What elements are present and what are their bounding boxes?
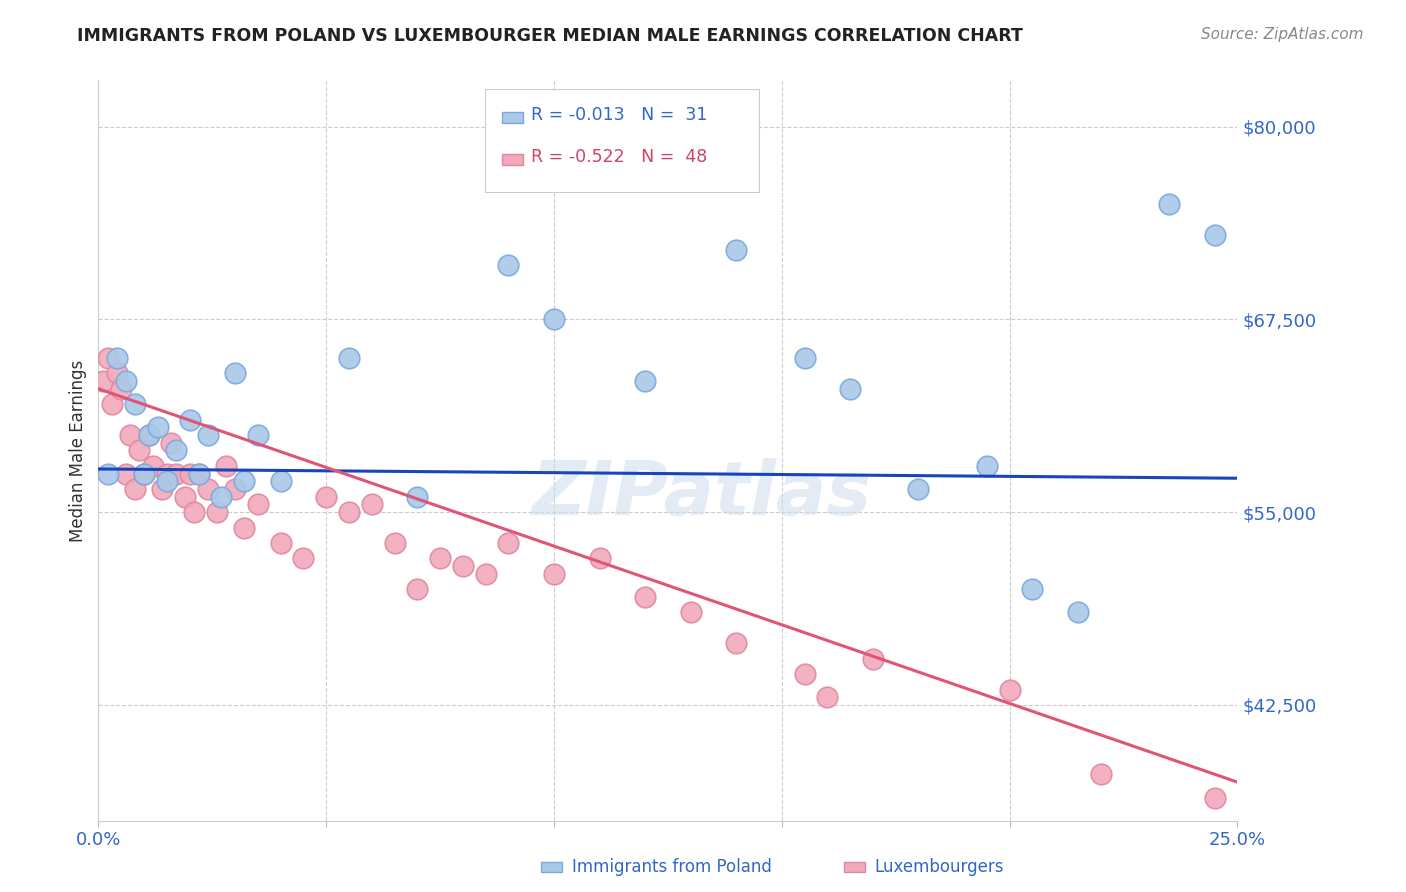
Point <box>976 458 998 473</box>
Point <box>215 458 238 473</box>
Point <box>96 467 118 481</box>
Point <box>124 482 146 496</box>
Point <box>1090 767 1112 781</box>
Point <box>315 490 337 504</box>
Text: R = -0.013   N =  31: R = -0.013 N = 31 <box>531 106 707 124</box>
Point <box>292 551 315 566</box>
Point <box>160 435 183 450</box>
Point <box>224 482 246 496</box>
Point <box>429 551 451 566</box>
Point <box>543 312 565 326</box>
Point <box>101 397 124 411</box>
Point <box>360 498 382 512</box>
Point <box>187 467 209 481</box>
Point <box>183 505 205 519</box>
Point <box>543 566 565 581</box>
Point <box>337 505 360 519</box>
Point <box>1204 227 1226 242</box>
Point <box>793 667 815 681</box>
Point <box>110 382 132 396</box>
Point <box>679 606 702 620</box>
Text: Source: ZipAtlas.com: Source: ZipAtlas.com <box>1201 27 1364 42</box>
Point <box>96 351 118 365</box>
Point <box>406 582 429 597</box>
Point <box>406 490 429 504</box>
Point <box>725 636 748 650</box>
Point <box>224 367 246 381</box>
Point <box>156 467 179 481</box>
Point <box>725 243 748 257</box>
Point <box>91 374 114 388</box>
Text: Luxembourgers: Luxembourgers <box>875 858 1004 876</box>
Point <box>1204 790 1226 805</box>
Point <box>132 467 155 481</box>
Point <box>451 559 474 574</box>
Point <box>246 498 269 512</box>
Point <box>998 682 1021 697</box>
Point <box>498 259 520 273</box>
Point <box>105 367 128 381</box>
Point <box>815 690 838 705</box>
Text: R = -0.522   N =  48: R = -0.522 N = 48 <box>531 148 707 166</box>
Point <box>174 490 197 504</box>
Point <box>156 475 179 489</box>
Point <box>114 374 136 388</box>
Point <box>165 467 187 481</box>
Point <box>233 520 256 534</box>
Text: IMMIGRANTS FROM POLAND VS LUXEMBOURGER MEDIAN MALE EARNINGS CORRELATION CHART: IMMIGRANTS FROM POLAND VS LUXEMBOURGER M… <box>77 27 1024 45</box>
Point <box>146 420 169 434</box>
Point <box>179 467 201 481</box>
Point <box>270 475 292 489</box>
Point <box>270 536 292 550</box>
Point <box>205 505 228 519</box>
Point <box>1021 582 1043 597</box>
Point <box>384 536 406 550</box>
Point <box>179 412 201 426</box>
Point <box>209 490 232 504</box>
Text: Immigrants from Poland: Immigrants from Poland <box>572 858 772 876</box>
Point <box>197 428 219 442</box>
Point <box>138 428 160 442</box>
Point <box>634 374 657 388</box>
Point <box>120 428 142 442</box>
Point <box>233 475 256 489</box>
Point <box>246 428 269 442</box>
Point <box>197 482 219 496</box>
Point <box>187 467 209 481</box>
Point <box>337 351 360 365</box>
Point <box>634 590 657 604</box>
Text: ZIPatlas: ZIPatlas <box>531 458 872 532</box>
Point <box>1067 606 1090 620</box>
Point <box>150 482 173 496</box>
Point <box>142 458 165 473</box>
Point <box>132 467 155 481</box>
Point <box>907 482 929 496</box>
Point <box>128 443 150 458</box>
Point <box>839 382 862 396</box>
Point <box>138 428 160 442</box>
Point <box>862 651 884 665</box>
Point <box>124 397 146 411</box>
Point <box>165 443 187 458</box>
Point <box>793 351 815 365</box>
Point <box>114 467 136 481</box>
Point <box>105 351 128 365</box>
Y-axis label: Median Male Earnings: Median Male Earnings <box>69 359 87 541</box>
Point <box>588 551 610 566</box>
Point <box>498 536 520 550</box>
Point <box>1157 196 1180 211</box>
Point <box>474 566 496 581</box>
